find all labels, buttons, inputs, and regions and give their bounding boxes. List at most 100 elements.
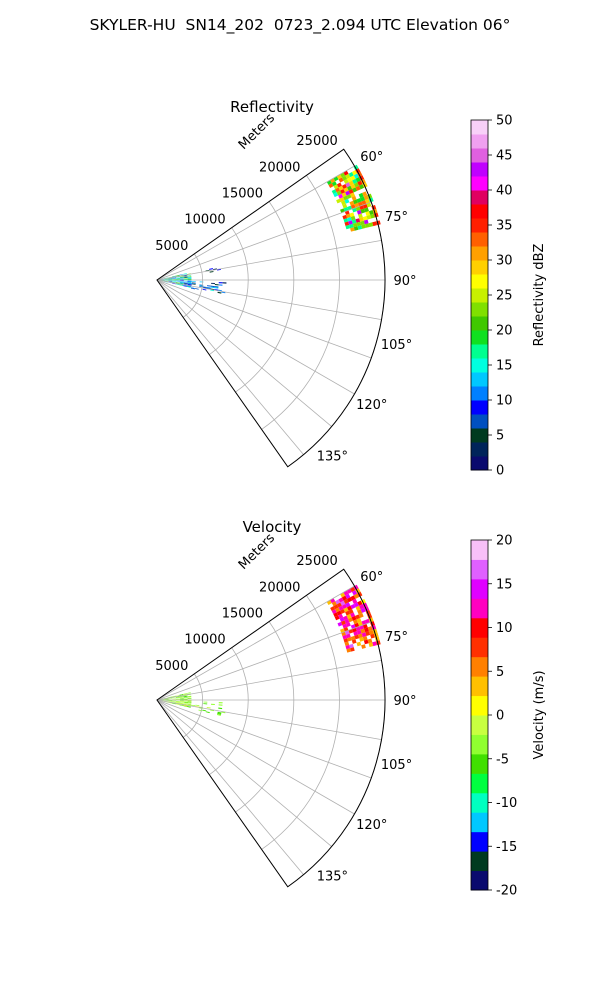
echo-cell: [367, 638, 373, 644]
echo-cell: [164, 698, 169, 700]
colorbar-swatch: [471, 559, 488, 580]
echo-cell: [353, 593, 360, 599]
echo-cell: [333, 184, 339, 190]
colorbar-tick-label: 40: [496, 184, 513, 199]
echo-cell: [372, 221, 377, 227]
colorbar-swatch: [471, 540, 488, 560]
echo-cell: [172, 277, 177, 279]
colorbar-tick-label: -15: [496, 840, 517, 855]
echo-cell: [176, 282, 180, 283]
range-tick-label: 15000: [222, 607, 263, 622]
echo-cell: [345, 190, 351, 196]
colorbar-tick-label: 20: [496, 324, 513, 339]
echo-cell: [370, 213, 375, 219]
echo-cell: [172, 701, 177, 703]
echo-cell: [214, 284, 219, 286]
echo-cell: [176, 701, 180, 702]
azimuth-gridline: [156, 279, 382, 320]
colorbar-swatch: [471, 695, 488, 716]
echo-cell: [168, 280, 173, 282]
echo-cell: [335, 187, 341, 193]
echo-cell: [179, 277, 184, 279]
echo-cell: [357, 225, 363, 230]
colorbar-swatch: [471, 414, 488, 429]
colorbar-swatch: [471, 316, 488, 331]
echo-cell: [350, 647, 355, 652]
echo-cell: [218, 284, 223, 286]
echo-cell: [187, 284, 192, 286]
echo-cell: [176, 697, 180, 698]
azimuth-gridline: [156, 660, 382, 701]
echo-cell: [336, 602, 342, 608]
echo-cell: [363, 219, 369, 225]
echo-cell: [348, 180, 354, 186]
echo-cell: [206, 285, 211, 287]
echo-cell: [345, 622, 351, 627]
echo-cell: [363, 639, 369, 645]
echo-cell: [179, 700, 184, 702]
echo-cell: [168, 278, 173, 280]
echo-cell: [356, 629, 362, 635]
colorbar-tick-label: 15: [496, 577, 513, 592]
echo-cell: [350, 635, 356, 641]
colorbar-tick-label: -20: [496, 884, 517, 899]
echo-cell: [344, 198, 350, 204]
echo-cell: [345, 602, 351, 608]
echo-cell: [175, 276, 180, 278]
echo-cell: [183, 703, 188, 705]
echo-cell: [343, 218, 349, 223]
echo-cell: [338, 177, 344, 183]
echo-cell: [187, 701, 192, 702]
echo-cell: [183, 705, 187, 707]
echo-cell: [175, 696, 180, 698]
echo-cell: [179, 696, 184, 698]
echo-cell: [168, 281, 173, 283]
echo-cell: [348, 609, 354, 615]
echo-cell: [340, 189, 346, 194]
echo-cell: [372, 641, 377, 647]
colorbar-tick-label: 30: [496, 254, 513, 269]
echo-cell: [179, 694, 184, 696]
echo-cell: [350, 215, 356, 221]
echo-cell: [218, 702, 223, 704]
echo-cell: [370, 633, 375, 639]
echo-cell: [350, 183, 356, 190]
echo-layer: [157, 164, 381, 294]
colorbar-swatch: [471, 753, 488, 774]
echo-cell: [179, 284, 184, 287]
echo-cell: [368, 629, 374, 635]
echo-cell: [183, 696, 188, 698]
echo-cell: [343, 178, 349, 185]
echo-cell: [172, 281, 177, 282]
echo-cell: [349, 223, 354, 229]
echo-cell: [217, 291, 222, 294]
colorbar-swatch: [471, 260, 488, 275]
echo-cell: [359, 184, 365, 190]
echo-cell: [353, 173, 360, 179]
colorbar-swatch: [471, 617, 488, 638]
echo-cell: [176, 702, 180, 703]
echo-cell: [344, 618, 350, 624]
colorbar-swatch: [471, 442, 488, 457]
echo-cell: [183, 695, 188, 697]
echo-cell: [350, 192, 356, 198]
azimuth-tick-label: 90°: [393, 694, 416, 709]
azimuth-tick-label: 135°: [317, 869, 348, 884]
echo-cell: [353, 631, 359, 636]
echo-cell: [350, 227, 355, 232]
echo-cell: [211, 282, 215, 285]
echo-cell: [168, 281, 173, 282]
echo-cell: [206, 287, 211, 289]
range-tick-label: 10000: [184, 633, 225, 648]
echo-layer: [157, 584, 381, 716]
azimuth-gridline: [156, 279, 304, 455]
echo-cell: [355, 218, 361, 223]
azimuth-tick-label: 105°: [381, 758, 412, 773]
azimuth-tick-label: 60°: [360, 150, 383, 165]
echo-cell: [362, 635, 368, 641]
colorbar-swatch: [471, 204, 488, 219]
range-tick-label: 15000: [222, 187, 263, 202]
echo-cell: [168, 696, 172, 698]
echo-cell: [217, 711, 222, 714]
colorbar-swatch: [471, 773, 488, 794]
